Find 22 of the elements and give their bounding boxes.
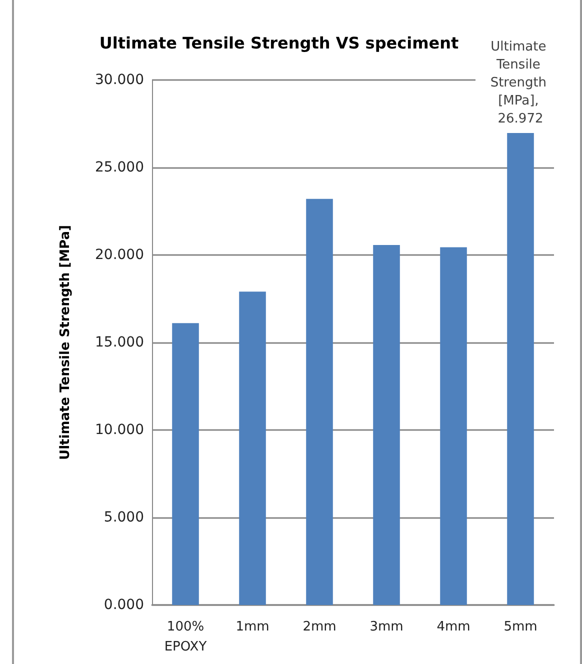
chart-title: Ultimate Tensile Strength VS speciment: [99, 34, 459, 52]
y-tick-label: 10.000: [95, 422, 144, 438]
y-tick-label: 30.000: [95, 72, 144, 88]
y-tick-label: 5.000: [104, 510, 144, 526]
y-tick-label: 15.000: [95, 334, 144, 350]
y-axis-title: Ultimate Tensile Strength [MPa]: [58, 225, 73, 460]
x-tick-label: 2mm: [302, 620, 336, 634]
x-tick-label: 3mm: [370, 620, 404, 634]
bar: [239, 292, 266, 605]
x-tick-label: 4mm: [436, 620, 470, 634]
x-tick-label: 1mm: [236, 620, 270, 634]
y-tick-label: 0.000: [104, 597, 144, 613]
y-tick-label: 20.000: [95, 247, 144, 263]
bar: [306, 198, 333, 605]
data-label: Ultimate Tensile Strength [MPa], 26.972: [490, 39, 551, 126]
bar: [172, 323, 199, 605]
x-tick-label: 100% EPOXY: [164, 620, 207, 654]
bar: [373, 245, 400, 605]
x-tick-label: 5mm: [504, 620, 538, 634]
bar: [440, 247, 467, 605]
y-tick-label: 25.000: [95, 160, 144, 176]
bar: [507, 132, 534, 605]
